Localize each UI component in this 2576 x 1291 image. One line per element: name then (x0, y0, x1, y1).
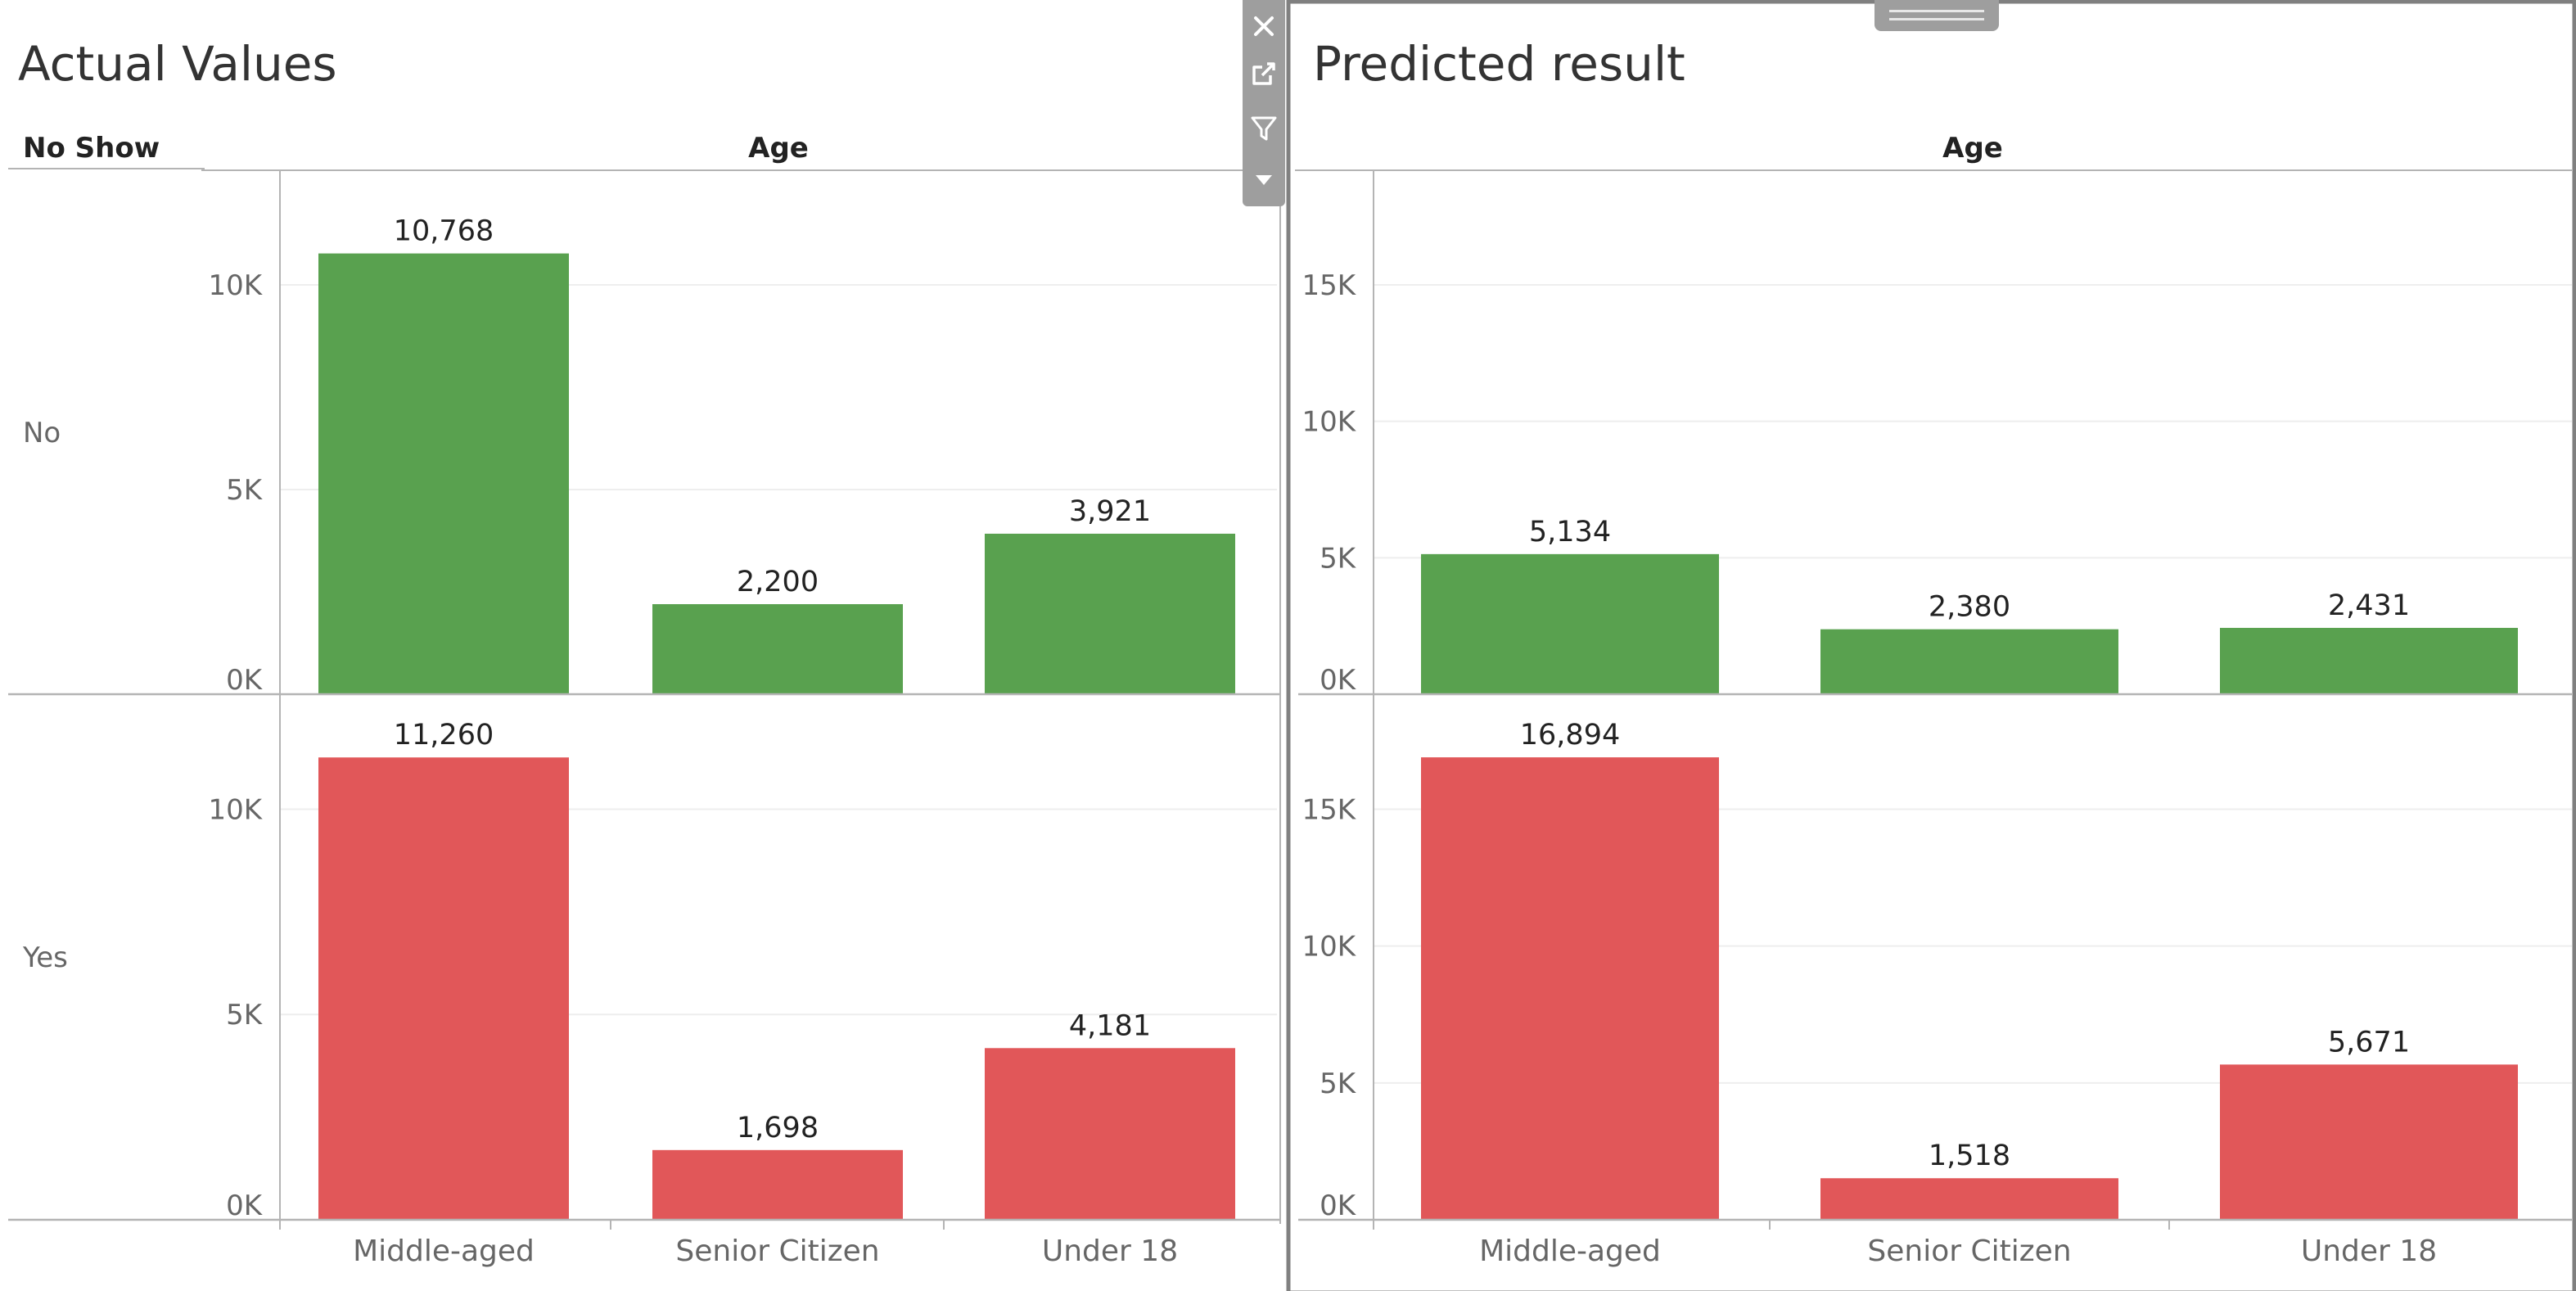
bar-no-0 (1421, 553, 1719, 694)
data-label: 4,181 (1069, 1009, 1151, 1042)
column-field-header: Age (748, 132, 809, 165)
drag-grip-icon[interactable] (1874, 0, 1999, 31)
x-category-label: Under 18 (2301, 1235, 2437, 1268)
data-label: 11,260 (394, 719, 494, 752)
data-label: 2,431 (2328, 589, 2410, 622)
x-category-label: Under 18 (1042, 1235, 1178, 1268)
bar-no-2 (2220, 627, 2518, 694)
bar-yes-2 (985, 1048, 1235, 1220)
data-label: 10,768 (394, 215, 494, 248)
menu-dropdown-icon[interactable] (1247, 164, 1280, 196)
worksheet-toolbar (1243, 0, 1285, 206)
filter-icon[interactable] (1247, 111, 1280, 144)
y-tick-label: 10K (208, 269, 263, 302)
y-tick-label: 5K (1320, 542, 1357, 575)
bar-yes-0 (1421, 757, 1719, 1220)
y-tick-label: 0K (1320, 1189, 1357, 1222)
y-tick-label: 5K (1320, 1068, 1357, 1100)
open-external-icon[interactable] (1247, 57, 1280, 90)
y-tick-label: 15K (1302, 269, 1356, 302)
y-tick-label: 0K (226, 1189, 264, 1222)
data-label: 5,671 (2328, 1026, 2410, 1059)
bar-yes-1 (1820, 1178, 2118, 1220)
x-category-label: Middle-aged (353, 1235, 535, 1268)
y-tick-label: 5K (226, 474, 264, 507)
data-label: 1,518 (1929, 1140, 2010, 1172)
bar-yes-0 (318, 757, 569, 1220)
bar-no-1 (1820, 629, 2118, 694)
y-tick-label: 5K (226, 999, 264, 1031)
row-field-header: No Show (23, 132, 160, 165)
y-tick-label: 10K (1302, 406, 1356, 439)
y-tick-label: 15K (1302, 793, 1356, 826)
bar-no-0 (318, 253, 569, 695)
bar-yes-1 (652, 1149, 903, 1220)
data-label: 2,380 (1929, 591, 2010, 624)
bar-yes-2 (2220, 1064, 2518, 1220)
x-category-label: Middle-aged (1479, 1235, 1661, 1268)
data-label: 3,921 (1069, 495, 1151, 528)
data-label: 5,134 (1529, 516, 1611, 548)
bar-no-1 (652, 604, 903, 694)
y-tick-label: 10K (1302, 931, 1356, 964)
y-tick-label: 0K (1320, 664, 1357, 697)
x-category-label: Senior Citizen (1867, 1235, 2071, 1268)
data-label: 2,200 (737, 566, 819, 598)
chart-title: Actual Values (18, 36, 337, 92)
y-tick-label: 10K (208, 793, 263, 826)
x-category-label: Senior Citizen (675, 1235, 879, 1268)
y-tick-label: 0K (226, 664, 264, 697)
data-label: 1,698 (737, 1112, 819, 1144)
chart-title: Predicted result (1313, 36, 1685, 92)
row-label: Yes (22, 941, 68, 974)
bar-no-2 (985, 533, 1235, 694)
close-icon[interactable] (1247, 10, 1280, 43)
data-label: 16,894 (1520, 719, 1620, 752)
row-label: No (23, 417, 61, 449)
column-field-header: Age (1942, 132, 2003, 165)
